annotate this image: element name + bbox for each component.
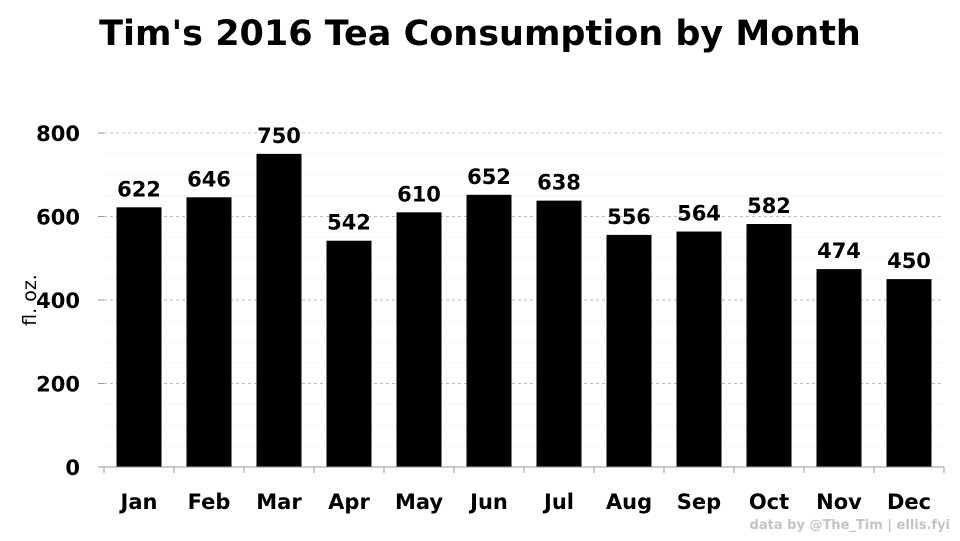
data-label: 556 [607,205,651,229]
data-label: 542 [327,211,371,235]
x-tick-label: Mar [256,490,302,514]
bar [536,200,582,467]
x-tick-label: Nov [816,490,862,514]
x-tick-label: Jan [119,490,158,514]
x-tick-label: Oct [749,490,789,514]
bar [676,231,722,467]
y-tick-label: 0 [65,456,80,480]
y-axis-label: fl. oz. [19,274,41,326]
data-label: 564 [677,202,721,226]
data-label: 652 [467,165,511,189]
data-label: 474 [817,239,861,263]
y-tick-label: 200 [36,373,80,397]
bar [396,212,442,467]
bar [116,207,162,467]
bar [326,240,372,467]
bar [256,153,302,467]
x-tick-label: Feb [188,490,231,514]
bar [466,194,512,468]
data-label: 646 [187,167,231,191]
x-tick-label: Jun [468,490,508,514]
data-label: 622 [117,177,161,201]
bar [886,279,932,467]
data-label: 610 [397,182,441,206]
x-tick-label: Sep [677,490,721,514]
bars [116,153,932,468]
data-label: 582 [747,194,791,218]
x-tick-label: Aug [606,490,652,514]
y-axis-ticks: 0 200 400 600 800 [36,122,104,480]
x-axis-ticks: Jan Feb Mar Apr May Jun Jul Aug Sep Oct Nov Dec [103,467,945,514]
data-labels: 622 646 750 542 610 652 638 556 564 582 474 450 [117,124,931,273]
chart-title: Tim's 2016 Tea Consumption by Month [99,14,861,54]
data-label: 638 [537,171,581,195]
gridlines [104,132,944,447]
data-label: 750 [257,124,301,148]
y-tick-label: 600 [36,206,80,230]
data-label: 450 [887,249,931,273]
y-tick-label: 800 [36,122,80,146]
y-tick-label: 400 [36,289,80,313]
bar [186,197,232,468]
data-credit: data by @The_Tim | ellis.fyi [749,518,950,533]
x-tick-label: Dec [887,490,931,514]
bar [816,269,862,467]
bar [606,234,652,467]
x-tick-label: May [395,490,443,514]
bar [746,224,792,467]
x-tick-label: Apr [328,490,370,514]
x-tick-label: Jul [542,490,574,514]
